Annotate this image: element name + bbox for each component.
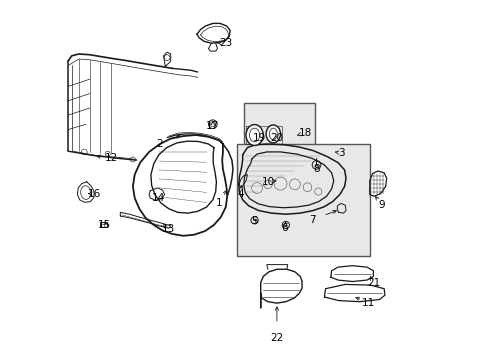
Text: 6: 6: [281, 222, 287, 233]
Ellipse shape: [245, 125, 263, 145]
Text: 17: 17: [206, 121, 219, 131]
Bar: [101, 222, 107, 227]
Text: 15: 15: [98, 220, 111, 230]
Circle shape: [208, 120, 217, 129]
Text: 10: 10: [261, 177, 274, 187]
Text: 21: 21: [366, 278, 379, 288]
Text: 5: 5: [250, 216, 257, 226]
Bar: [237, 144, 370, 256]
Text: 19: 19: [252, 132, 265, 143]
Bar: [244, 103, 314, 151]
Text: 22: 22: [270, 333, 283, 343]
Text: 3: 3: [338, 148, 345, 158]
Circle shape: [250, 217, 258, 224]
Text: 4: 4: [237, 189, 244, 199]
Text: 13: 13: [162, 224, 175, 234]
Text: 7: 7: [308, 215, 315, 225]
Circle shape: [282, 221, 289, 229]
Text: 9: 9: [378, 200, 385, 210]
Text: 20: 20: [270, 132, 283, 143]
Text: 1: 1: [216, 198, 222, 208]
Text: 18: 18: [298, 128, 311, 138]
Text: 11: 11: [361, 298, 375, 308]
Text: 12: 12: [104, 153, 118, 163]
Text: 16: 16: [87, 189, 101, 199]
Text: 23: 23: [219, 38, 232, 48]
Text: 2: 2: [156, 139, 163, 149]
Text: 14: 14: [152, 193, 165, 203]
Text: 8: 8: [312, 164, 319, 174]
Ellipse shape: [265, 125, 280, 143]
